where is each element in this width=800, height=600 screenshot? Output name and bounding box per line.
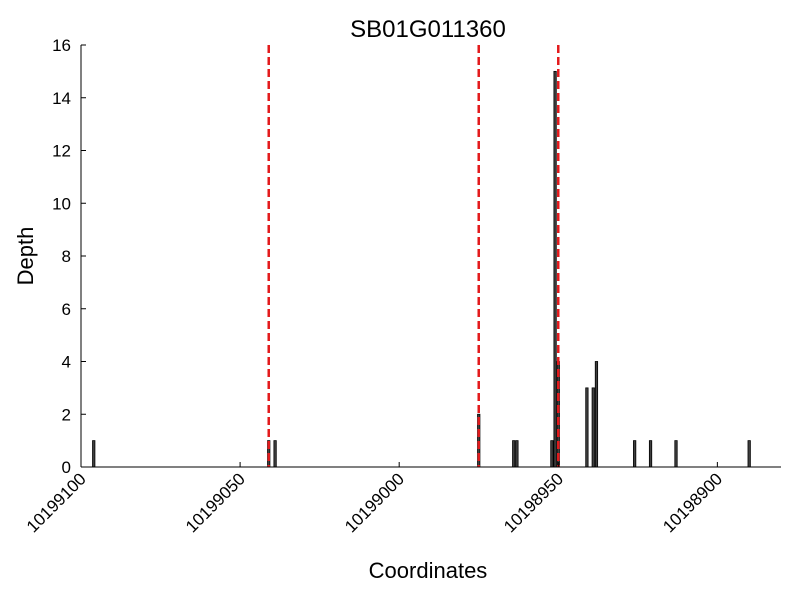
bar-9 bbox=[585, 387, 589, 468]
bar-8 bbox=[556, 361, 560, 468]
bar-13 bbox=[648, 440, 653, 468]
y-tick-label-3: 6 bbox=[62, 300, 71, 319]
bar-0 bbox=[92, 440, 96, 468]
y-tick-label-6: 12 bbox=[52, 142, 71, 161]
y-tick-label-0: 0 bbox=[62, 458, 71, 477]
bars-layer bbox=[92, 70, 751, 468]
bar-14 bbox=[674, 440, 678, 468]
bar-7 bbox=[553, 70, 557, 468]
bar-12 bbox=[633, 440, 637, 468]
x-axis-label: Coordinates bbox=[369, 558, 488, 583]
bar-2 bbox=[273, 440, 277, 468]
marker-lines-layer bbox=[267, 45, 560, 467]
bar-6 bbox=[550, 440, 554, 468]
x-tick-label-0: 10199100 bbox=[23, 469, 90, 536]
y-tick-label-5: 10 bbox=[52, 194, 71, 213]
bar-4 bbox=[512, 440, 516, 468]
y-tick-label-2: 4 bbox=[62, 353, 71, 372]
x-tick-label-3: 10198950 bbox=[500, 469, 567, 536]
y-tick-label-8: 16 bbox=[52, 36, 71, 55]
bar-10 bbox=[591, 387, 595, 468]
y-tick-label-1: 2 bbox=[62, 405, 71, 424]
x-tick-label-2: 10199000 bbox=[341, 469, 408, 536]
y-tick-label-4: 8 bbox=[62, 247, 71, 266]
bar-11 bbox=[594, 361, 599, 468]
axes-layer: 0 2 4 6 8 10 12 14 16 10199100 10199050 10199000 101… bbox=[23, 36, 781, 536]
bar-15 bbox=[747, 440, 751, 468]
x-tick-label-1: 10199050 bbox=[182, 469, 249, 536]
y-tick-label-7: 14 bbox=[52, 89, 71, 108]
y-axis-label: Depth bbox=[13, 227, 38, 286]
chart-title: SB01G011360 bbox=[350, 16, 506, 43]
x-tick-label-4: 10198900 bbox=[659, 469, 726, 536]
bar-5 bbox=[515, 440, 519, 468]
